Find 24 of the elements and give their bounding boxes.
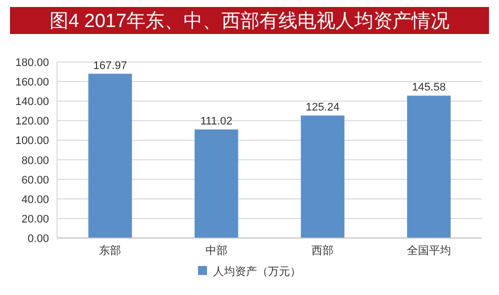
x-tick-label: 东部: [99, 244, 122, 257]
data-label: 145.58: [412, 82, 446, 94]
y-tick-label: 0.00: [28, 233, 49, 245]
bar: [194, 129, 238, 238]
data-label: 111.02: [200, 115, 232, 128]
x-tick-label: 中部: [205, 244, 228, 257]
chart-title: 图4 2017年东、中、西部有线电视人均资产情况: [49, 10, 450, 32]
x-tick-label: 全国平均: [406, 245, 451, 257]
y-tick-label: 160.00: [15, 76, 49, 89]
y-tick-label: 60.00: [21, 174, 49, 186]
data-label: 167.97: [93, 60, 127, 72]
y-tick-label: 20.00: [21, 213, 49, 226]
bar: [407, 96, 451, 238]
y-tick-label: 80.00: [21, 154, 49, 167]
bar: [300, 116, 344, 238]
bar: [88, 74, 132, 238]
y-tick-label: 120.00: [15, 116, 49, 128]
y-tick-label: 100.00: [15, 135, 49, 148]
y-tick-label: 140.00: [15, 96, 49, 108]
legend-label: 人均资产（万元）: [213, 265, 301, 278]
data-label: 125.24: [306, 102, 340, 114]
y-tick-label: 40.00: [21, 194, 49, 206]
y-tick-label: 180.00: [15, 57, 49, 69]
x-tick-label: 西部: [312, 244, 334, 257]
